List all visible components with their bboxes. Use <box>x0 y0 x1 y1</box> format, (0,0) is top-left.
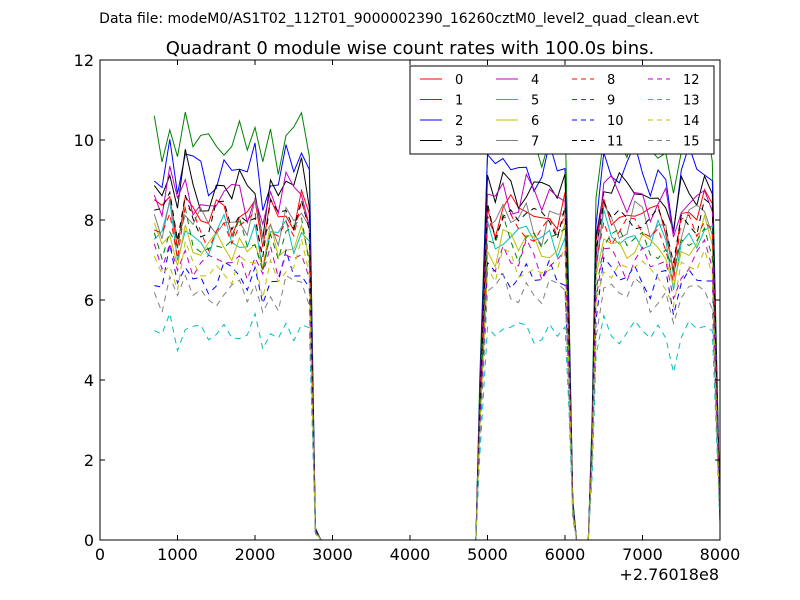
series-line-module-0 <box>154 188 720 540</box>
legend-label-module-12: 12 <box>683 73 700 88</box>
legend-label-module-7: 7 <box>531 135 539 150</box>
legend-label-module-0: 0 <box>455 73 463 88</box>
series-line-module-3 <box>153 149 720 540</box>
y-tick-label: 8 <box>84 211 94 230</box>
legend-label-module-9: 9 <box>607 94 615 109</box>
legend-label-module-2: 2 <box>455 114 463 129</box>
series-line-module-10 <box>154 244 720 540</box>
x-tick-label: 2000 <box>235 545 276 564</box>
legend-label-module-6: 6 <box>531 114 539 129</box>
axes-frame <box>99 59 721 541</box>
legend-label-module-4: 4 <box>531 73 539 88</box>
y-tick-label: 2 <box>84 451 94 470</box>
series-line-module-4 <box>153 165 720 540</box>
chart-title: Quadrant 0 module wise count rates with … <box>166 38 655 59</box>
legend-box <box>409 65 715 155</box>
legend-label-module-10: 10 <box>607 114 624 129</box>
x-tick-label: 8000 <box>700 545 741 564</box>
legend-label-module-3: 3 <box>455 135 463 150</box>
y-tick-label: 4 <box>84 371 94 390</box>
series-line-module-6 <box>153 213 720 540</box>
x-tick-label: 5000 <box>467 545 508 564</box>
y-tick-label: 6 <box>84 291 94 310</box>
y-tick-label: 12 <box>74 51 94 70</box>
series-line-module-15 <box>153 272 720 540</box>
series-line-module-14 <box>153 238 720 540</box>
x-tick-label: 1000 <box>157 545 198 564</box>
x-tick-label: 4000 <box>390 545 431 564</box>
x-tick-label: 7000 <box>622 545 663 564</box>
x-tick-label: 0 <box>95 545 105 564</box>
legend-label-module-1: 1 <box>455 94 463 109</box>
series-line-module-12 <box>153 237 720 540</box>
data-file-caption: Data file: modeM0/AS1T02_112T01_90000023… <box>99 11 699 27</box>
legend-label-module-15: 15 <box>683 135 700 150</box>
x-offset-label: +2.76018e8 <box>619 565 719 584</box>
ticks-layer: 0 1000 2000 3000 4000 5000 6000 7000 80000246810… <box>74 51 741 564</box>
x-tick-label: 3000 <box>312 545 353 564</box>
y-tick-label: 10 <box>74 131 94 150</box>
series-line-module-13 <box>154 311 720 540</box>
y-tick-label: 0 <box>84 531 94 550</box>
x-tick-label: 6000 <box>545 545 586 564</box>
series-line-module-11 <box>154 190 720 540</box>
legend-label-module-5: 5 <box>531 94 539 109</box>
legend-label-module-11: 11 <box>607 135 624 150</box>
legend-label-module-8: 8 <box>607 73 615 88</box>
legend-label-module-13: 13 <box>683 94 700 109</box>
legend-label-module-14: 14 <box>683 114 700 129</box>
